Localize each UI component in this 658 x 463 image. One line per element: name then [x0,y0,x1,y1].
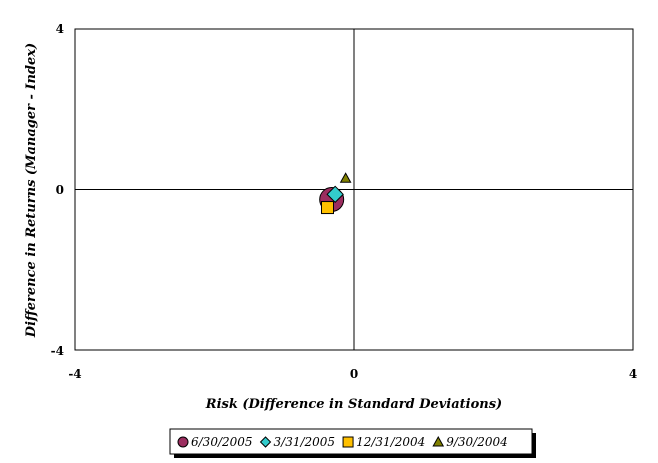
data-point-diamond [326,185,344,204]
data-markers [319,172,352,215]
legend: 6/30/2005 3/31/2005 12/31/2004 9/30/2004 [169,428,536,458]
data-point-triangle [339,172,352,183]
x-tick-label: 0 [350,367,358,381]
x-tick-label: -4 [68,367,81,381]
legend-symbol-triangle [432,435,445,447]
legend-symbol-circle [177,436,189,448]
legend-label: 12/31/2004 [356,435,425,449]
y-tick-label: 0 [56,183,64,197]
x-axis-title: Risk (Difference in Standard Deviations) [205,397,502,412]
legend-symbol-diamond [259,436,272,448]
y-tick-label: 4 [56,22,64,36]
y-tick-label: -4 [51,344,64,358]
y-axis-title: Difference in Returns (Manager - Index) [24,43,39,338]
legend-label: 9/30/2004 [446,435,508,449]
data-point-square [320,201,334,215]
x-tick-label: 4 [629,367,637,381]
legend-label: 3/31/2005 [274,435,336,449]
legend-label: 6/30/2005 [191,435,253,449]
legend-symbol-square [342,436,354,448]
